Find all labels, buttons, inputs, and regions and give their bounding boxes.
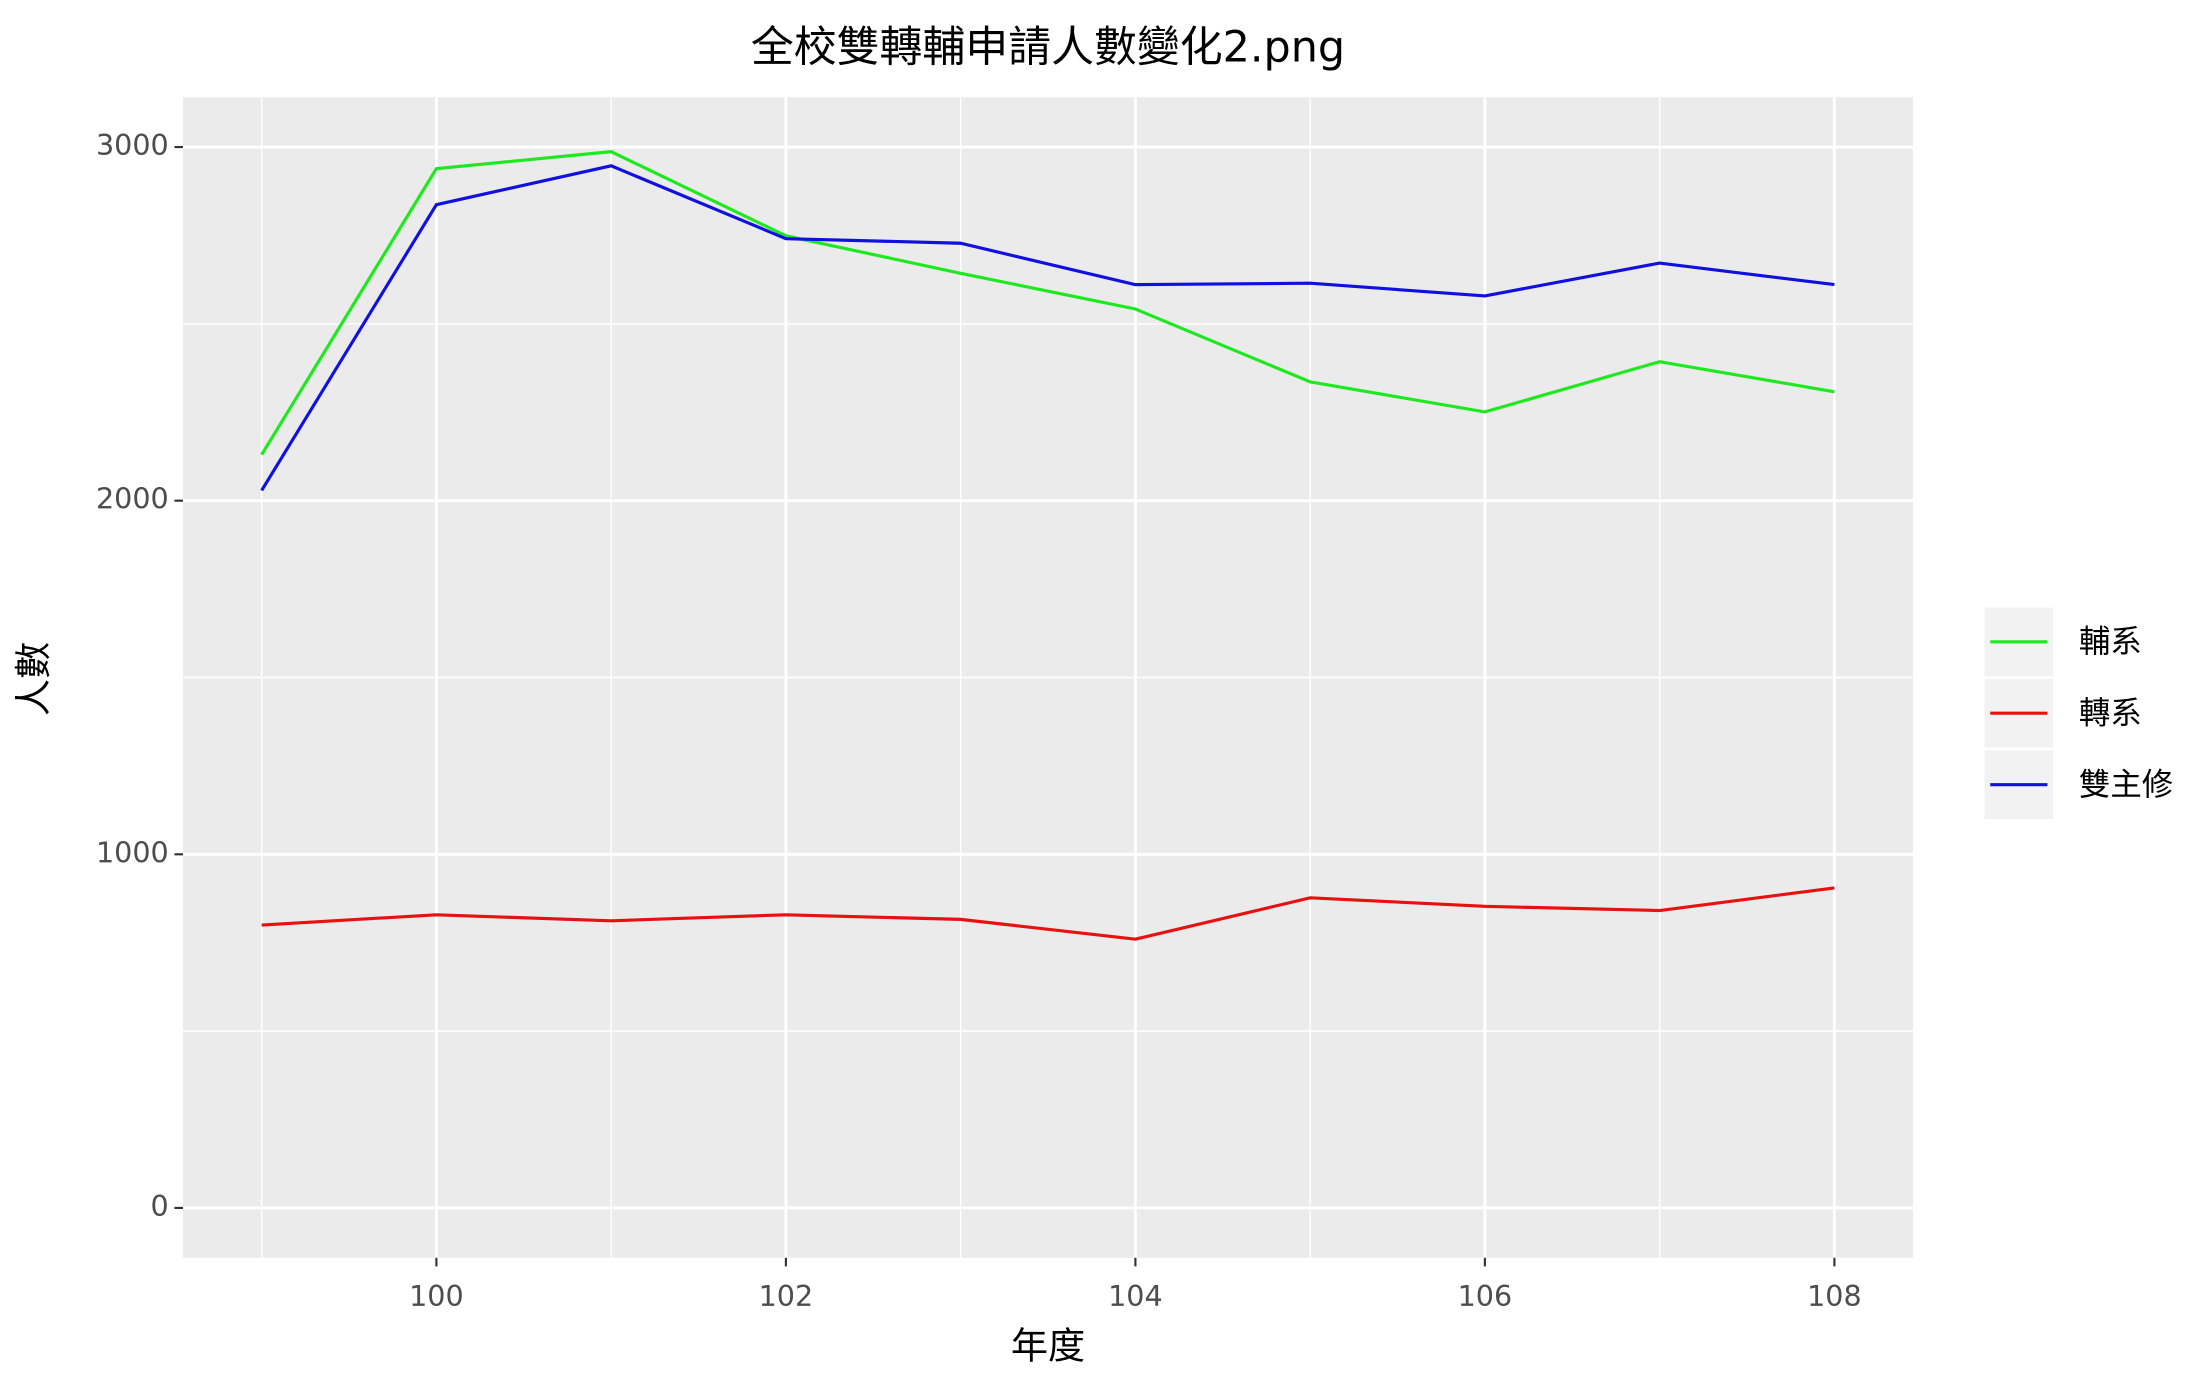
x-tick-label: 106 [1458, 1279, 1513, 1313]
series-line [260, 164, 1835, 492]
y-axis-label: 人數 [12, 642, 55, 716]
legend-label: 雙主修 [2079, 767, 2173, 803]
series-line [261, 886, 1835, 941]
x-axis-label: 年度 [1011, 1324, 1085, 1367]
y-tick-label: 0 [151, 1189, 169, 1223]
y-tick-label: 1000 [96, 835, 169, 869]
x-tick-label: 102 [759, 1279, 814, 1313]
x-tick-label: 104 [1108, 1279, 1163, 1313]
chart-title: 全校雙轉輔申請人數變化2.png [751, 23, 1345, 73]
x-tick-label: 108 [1807, 1279, 1862, 1313]
x-tick-label: 100 [409, 1279, 464, 1313]
series-line [260, 150, 1835, 456]
legend-label: 轉系 [2079, 696, 2142, 732]
y-tick-label: 3000 [96, 128, 169, 162]
legend-label: 輔系 [2079, 624, 2142, 660]
y-tick-label: 2000 [96, 482, 169, 516]
